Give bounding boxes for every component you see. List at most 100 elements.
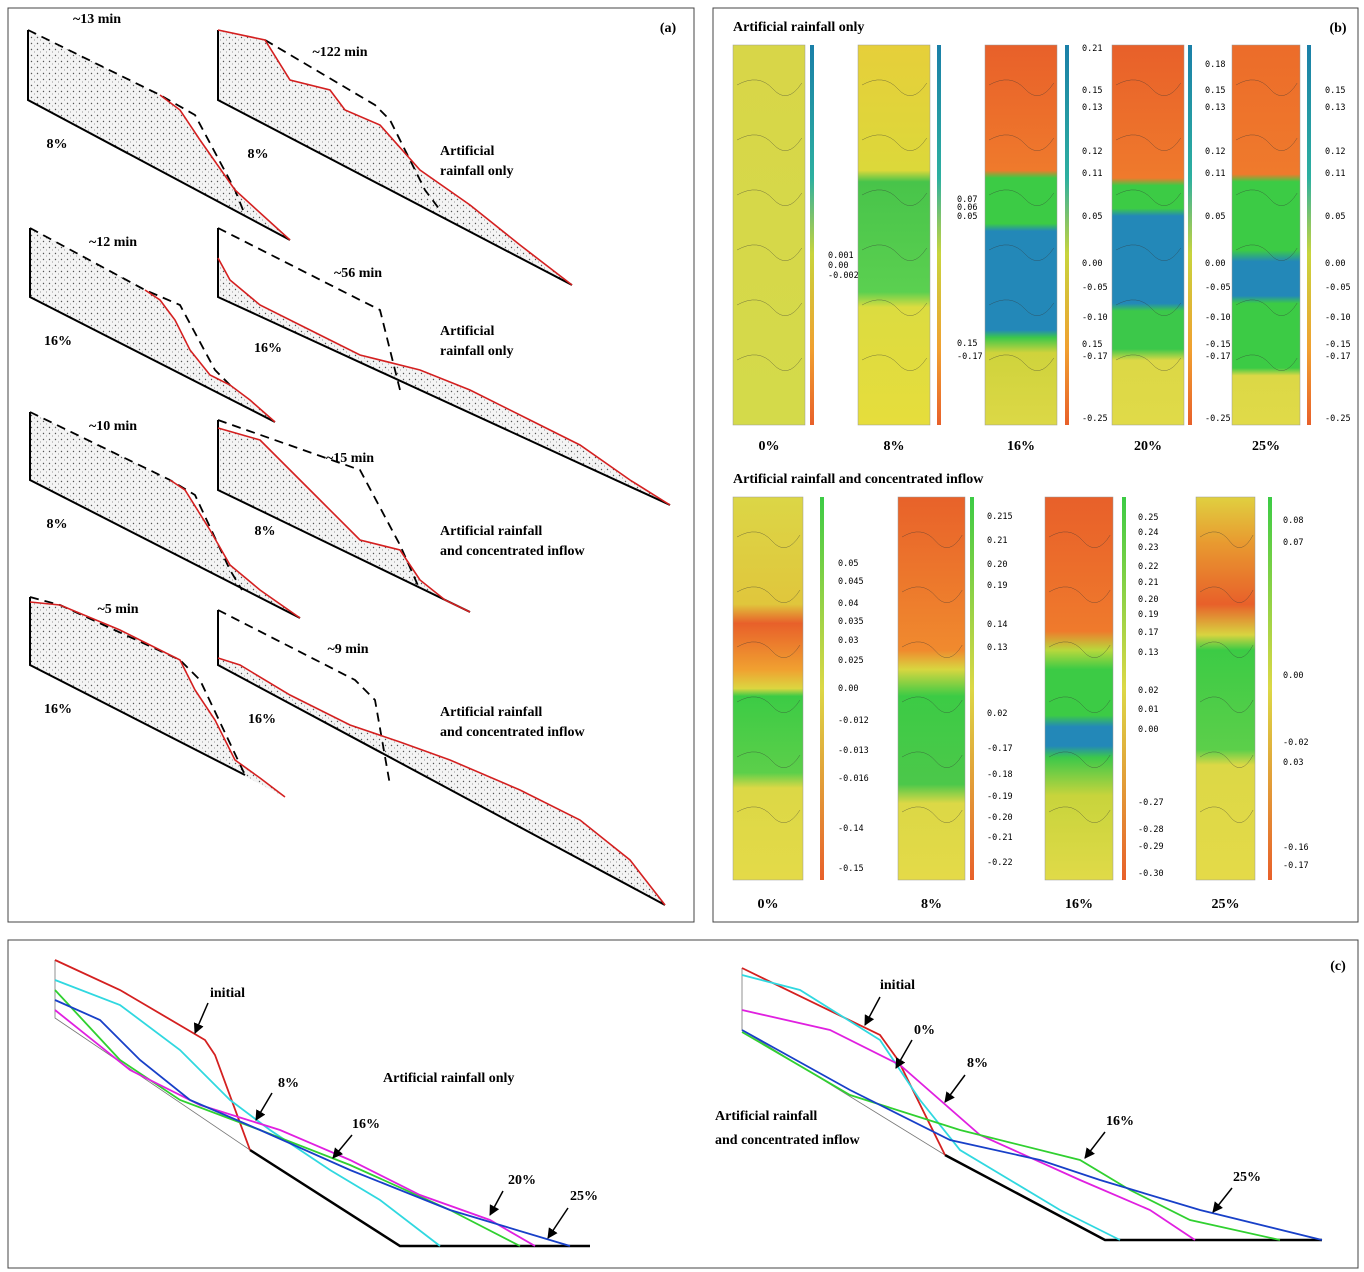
arrow	[896, 1040, 912, 1068]
scale-value: 0.05	[1205, 212, 1225, 222]
condition-caption: Artificial rainfall	[440, 524, 542, 539]
scale-value: -0.15	[838, 864, 864, 874]
curve-label: initial	[880, 978, 915, 993]
scale-value: -0.016	[838, 774, 869, 784]
scale-value: 0.00	[1283, 671, 1303, 681]
panel-label: (a)	[660, 21, 677, 36]
slope-label: 8%	[248, 147, 269, 162]
scale-value: 0.21	[987, 536, 1007, 546]
curve-label: 8%	[278, 1076, 299, 1091]
scale-value: 0.03	[838, 636, 858, 646]
scale-value: 0.05	[1325, 212, 1345, 222]
scale-value: -0.17	[1205, 352, 1231, 362]
elevation-map	[733, 45, 805, 425]
elevation-map	[1232, 45, 1300, 425]
condition-caption: Artificial rainfall	[440, 705, 542, 720]
color-bar	[1307, 45, 1311, 425]
color-bar	[820, 497, 824, 880]
scale-value: -0.19	[987, 792, 1013, 802]
map-label: 8%	[921, 897, 942, 912]
elevation-map	[985, 45, 1057, 425]
slope-label: 16%	[248, 712, 276, 727]
slope-label: 16%	[254, 341, 282, 356]
scale-value: 0.13	[1082, 103, 1102, 113]
condition-caption: Artificial	[440, 144, 495, 159]
slope-label: 8%	[47, 137, 68, 152]
scale-value: 0.07	[1283, 538, 1303, 548]
condition-caption: rainfall only	[440, 164, 514, 179]
scale-value: 0.03	[1283, 758, 1303, 768]
color-bar	[1268, 497, 1272, 880]
scale-value: 0.00	[1205, 259, 1225, 269]
scale-value: 0.00	[1082, 259, 1102, 269]
scale-value: -0.002	[828, 271, 859, 281]
scale-value: 0.22	[1138, 562, 1158, 572]
scale-value: -0.25	[1325, 414, 1351, 424]
scale-value: -0.15	[1205, 340, 1231, 350]
scale-value: 0.11	[1082, 169, 1102, 179]
profile-curve	[55, 1010, 535, 1246]
scale-value: -0.02	[1283, 738, 1309, 748]
scale-value: 0.12	[1082, 147, 1102, 157]
elevation-map	[898, 497, 965, 880]
scale-value: -0.05	[1082, 283, 1108, 293]
arrow	[490, 1191, 503, 1215]
scale-value: 0.15	[1082, 86, 1102, 96]
arrow	[195, 1003, 208, 1033]
curve-label: 25%	[570, 1189, 598, 1204]
scale-value: -0.17	[1325, 352, 1351, 362]
scale-value: 0.00	[838, 684, 858, 694]
map-label: 25%	[1212, 897, 1240, 912]
profile-curve	[55, 990, 520, 1246]
curve-label: 25%	[1233, 1170, 1261, 1185]
scale-value: 0.21	[1082, 44, 1102, 54]
time-label: ~12 min	[89, 235, 137, 250]
scale-value: 0.24	[1138, 528, 1158, 538]
scale-value: -0.25	[1082, 414, 1108, 424]
condition-caption: rainfall only	[440, 344, 514, 359]
arrow	[945, 1075, 965, 1102]
scale-value: 0.15	[1205, 86, 1225, 96]
panel-b: (b) Artificial rainfall only 0% 0.001 0.00 -0…	[733, 20, 1351, 912]
map-label: 0%	[758, 897, 779, 912]
scale-value: -0.27	[1138, 798, 1164, 808]
profile-frame	[742, 968, 945, 1155]
scale-value: -0.25	[1205, 414, 1231, 424]
condition-caption: Artificial rainfall only	[383, 1071, 514, 1086]
scale-value: -0.05	[1205, 283, 1231, 293]
time-label: ~13 min	[73, 12, 121, 27]
scale-value: 0.13	[1138, 648, 1158, 658]
condition-caption: Artificial rainfall	[715, 1109, 817, 1124]
color-bar	[970, 497, 974, 880]
panel-c: (c)Artificial rainfall onlyinitial8%16%2…	[55, 959, 1346, 1246]
condition-caption: and concentrated inflow	[715, 1133, 861, 1148]
soil-body	[30, 228, 275, 422]
scale-value: 0.13	[1205, 103, 1225, 113]
time-label: ~15 min	[326, 451, 374, 466]
scale-value: 0.01	[1138, 705, 1158, 715]
scale-value: 0.05	[957, 212, 977, 222]
scale-value: 0.001	[828, 251, 854, 261]
scale-value: -0.20	[987, 813, 1013, 823]
slope-label: 16%	[44, 702, 72, 717]
condition-caption: and concentrated inflow	[440, 725, 586, 740]
scale-value: 0.00	[1138, 725, 1158, 735]
panel-a: (a)~13 min8%~122 min8%Artificialrainfall…	[28, 12, 676, 905]
initial-surface	[218, 610, 390, 785]
scale-value: -0.18	[987, 770, 1013, 780]
scale-value: -0.14	[838, 824, 864, 834]
color-bar	[1188, 45, 1192, 425]
scale-value: 0.05	[1082, 212, 1102, 222]
scale-value: -0.05	[1325, 283, 1351, 293]
profile-curve	[55, 980, 440, 1246]
scale-value: -0.17	[1082, 352, 1108, 362]
scale-value: -0.10	[1205, 313, 1231, 323]
panel-label: (b)	[1329, 21, 1346, 36]
arrow	[1213, 1188, 1232, 1212]
scale-value: -0.22	[987, 858, 1013, 868]
condition-caption: Artificial	[440, 324, 495, 339]
scale-value: 0.035	[838, 617, 864, 627]
scale-value: 0.025	[838, 656, 864, 666]
scale-value: -0.013	[838, 746, 869, 756]
group-title: Artificial rainfall only	[733, 20, 864, 35]
